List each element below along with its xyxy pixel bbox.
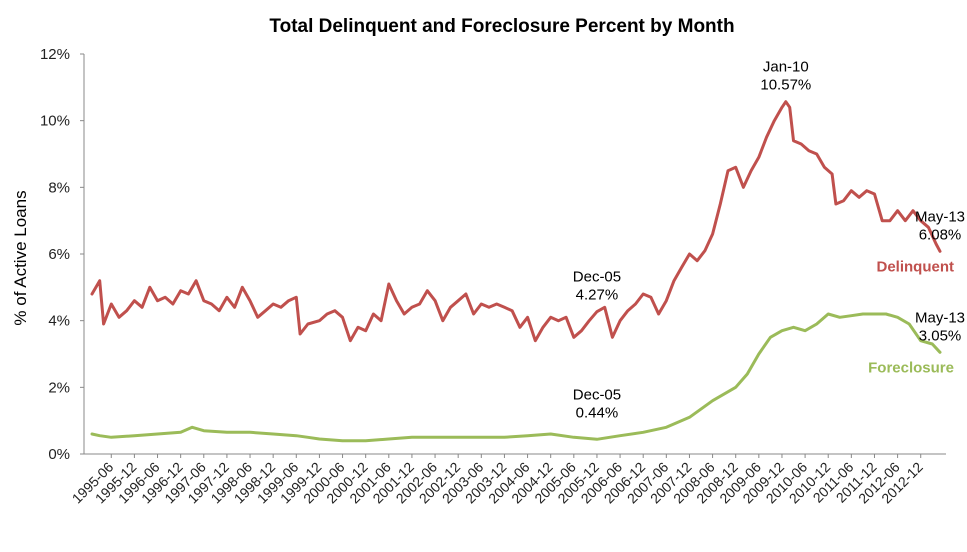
annotation-value: 0.44%	[576, 404, 619, 421]
axes	[83, 54, 946, 455]
y-tick-label: 6%	[48, 246, 70, 263]
annotation-date: May-13	[915, 309, 965, 326]
annotation-date: Dec-05	[573, 269, 621, 286]
y-tick-label: 0%	[48, 446, 70, 463]
y-axis-label: % of Active Loans	[11, 190, 30, 325]
annotation-date: Dec-05	[573, 386, 621, 403]
series-labels: Delinquent Foreclosure	[868, 258, 954, 376]
y-tick-label: 10%	[40, 113, 70, 130]
series-label-delinquent: Delinquent	[877, 258, 955, 275]
y-tick-label: 8%	[48, 179, 70, 196]
y-tick-label: 2%	[48, 379, 70, 396]
y-tick-label: 4%	[48, 313, 70, 330]
series-lines	[90, 100, 942, 443]
annotation-value: 4.27%	[576, 287, 619, 304]
series-line-foreclosure	[90, 312, 942, 443]
annotation-date: May-13	[915, 208, 965, 225]
series-label-foreclosure: Foreclosure	[868, 359, 954, 376]
annotations: Dec-054.27%Jan-1010.57%May-136.08%Dec-05…	[573, 59, 965, 422]
annotation-date: Jan-10	[763, 59, 809, 76]
y-tick-label: 12%	[40, 46, 70, 63]
annotation-value: 6.08%	[919, 226, 962, 243]
x-axis-ticks: 1995-061995-121996-061996-121997-061997-…	[69, 454, 926, 506]
series-line-delinquent	[90, 100, 942, 343]
chart-title: Total Delinquent and Foreclosure Percent…	[269, 16, 734, 37]
y-axis-ticks: 0% 2% 4% 6% 8% 10% 12%	[40, 46, 84, 463]
annotation-value: 3.05%	[919, 327, 962, 344]
annotation-value: 10.57%	[760, 77, 811, 94]
